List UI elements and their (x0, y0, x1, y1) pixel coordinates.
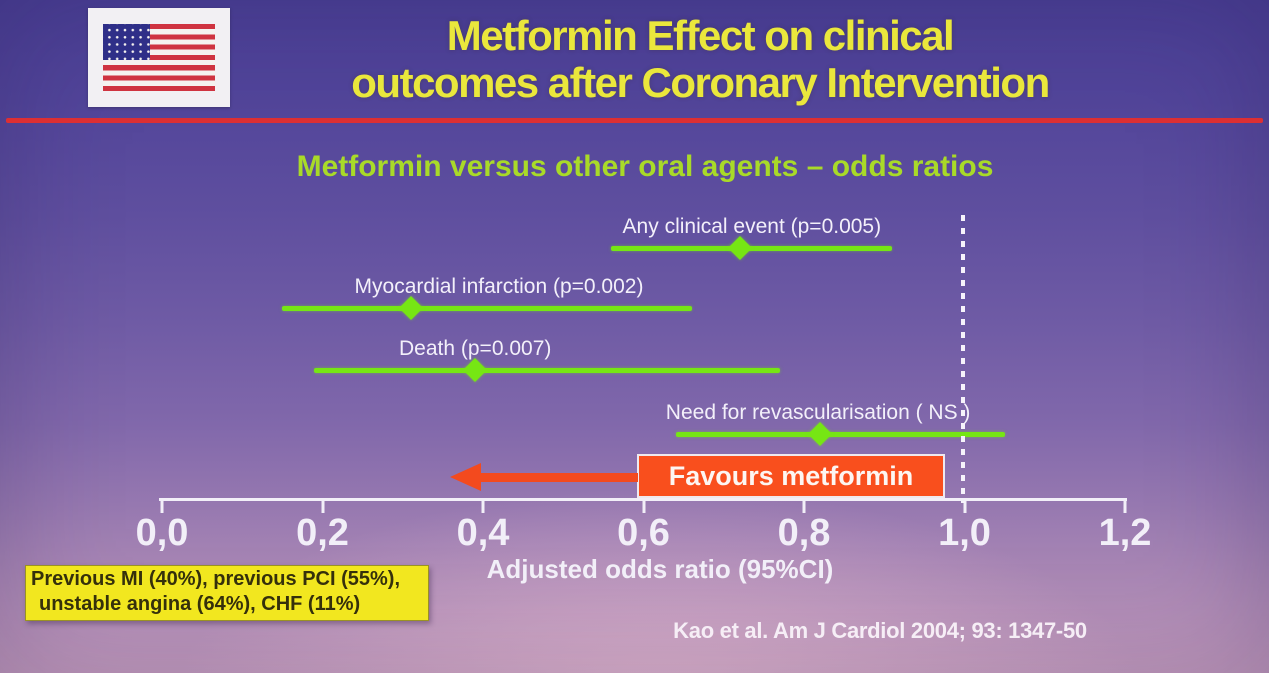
forest-point-diamond (808, 421, 833, 447)
note-line2: unstable angina (64%), CHF (11%) (39, 593, 361, 615)
axis-tick-label: 1,2 (1098, 512, 1152, 554)
axis-tick-label: 1,0 (938, 512, 991, 554)
axis-tick (802, 498, 806, 513)
forest-row-label: Need for revascularisation ( NS ) (665, 401, 971, 424)
us-flag-stripes (103, 24, 215, 91)
forest-point-diamond (398, 295, 423, 321)
forest-ci-line (611, 246, 893, 251)
note-line1: Previous MI (40%), previous PCI (55%), (31, 568, 400, 590)
page-title: Metformin Effect on clinical outcomes af… (230, 12, 1170, 106)
left-arrow-head-icon (450, 463, 481, 491)
citation: Kao et al. Am J Cardiol 2004; 93: 1347-5… (673, 618, 1087, 643)
forest-row-label: Death (p=0.007) (399, 337, 552, 360)
axis-tick-label: 0,0 (135, 512, 189, 554)
axis-tick (642, 498, 645, 513)
forest-ci-line (314, 368, 780, 373)
page-title-line2: outcomes after Coronary Intervention (351, 59, 1050, 106)
axis-tick-label: 0,8 (777, 512, 831, 554)
divider-line (6, 118, 1263, 123)
axis-tick-label: 0,4 (456, 512, 510, 554)
axis-tick (1123, 498, 1127, 513)
forest-ci-line (675, 432, 1005, 437)
axis-tick (321, 498, 324, 513)
left-arrow-icon (478, 473, 638, 482)
forest-row-label: Myocardial infarction (p=0.002) (354, 275, 644, 298)
x-axis-label: Adjusted odds ratio (95%CI) (486, 554, 834, 584)
us-flag-canton (103, 24, 150, 60)
axis-tick-label: 0,2 (296, 512, 349, 554)
forest-point-diamond (462, 357, 487, 383)
forest-ci-line (282, 306, 692, 311)
reference-line-dotted (960, 215, 965, 503)
page-title-line1: Metformin Effect on clinical (446, 12, 955, 59)
patient-characteristics-note: Previous MI (40%), previous PCI (55%), u… (25, 565, 429, 621)
forest-row-label: Any clinical event (p=0.005) (622, 215, 882, 238)
axis-tick-label: 0,6 (617, 512, 670, 554)
axis-tick (963, 498, 966, 513)
chart-subtitle: Metformin versus other oral agents – odd… (296, 150, 994, 183)
favours-metformin-label: Favours metformin (637, 454, 945, 498)
forest-point-diamond (727, 235, 752, 261)
axis-tick (160, 498, 164, 513)
us-flag-icon (88, 8, 230, 107)
axis-tick (481, 498, 485, 513)
